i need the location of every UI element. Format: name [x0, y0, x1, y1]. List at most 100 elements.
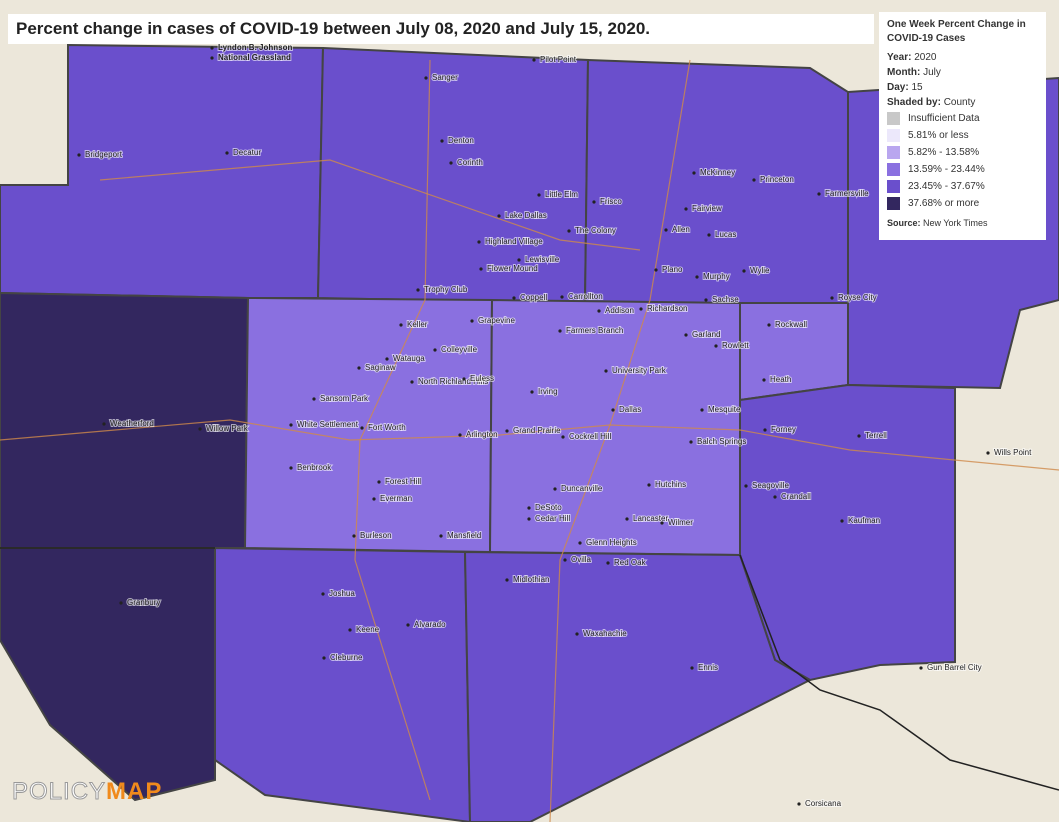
place-dot — [660, 521, 664, 525]
place-dot — [517, 258, 521, 262]
place-label: Cedar Hill — [535, 514, 570, 523]
brand-part: POLICY — [11, 778, 107, 806]
place-dot — [919, 666, 923, 670]
legend-item: 5.81% or less — [887, 127, 1038, 144]
place-dot — [225, 151, 229, 155]
place-label: Highland Village — [485, 237, 543, 246]
road — [99, 159, 641, 251]
place-dot — [592, 200, 596, 204]
county — [583, 58, 849, 304]
place-dot — [817, 192, 821, 196]
county — [0, 43, 325, 299]
place-label: McKinney — [700, 168, 735, 177]
place-dot — [321, 592, 325, 596]
place-label: North Richland Hills — [418, 377, 488, 386]
place-label: Coppell — [520, 293, 547, 302]
place-dot — [767, 323, 771, 327]
place-label: Princeton — [760, 175, 794, 184]
place-dot — [210, 56, 214, 60]
place-dot — [470, 319, 474, 323]
legend-swatch — [887, 163, 900, 176]
place-dot — [410, 380, 414, 384]
legend-items: Insufficient Data 5.81% or less 5.82% - 13… — [887, 110, 1038, 212]
legend-swatch — [887, 197, 900, 210]
value: New York Times — [923, 218, 988, 228]
place-label: Grand Prairie — [513, 426, 561, 435]
place-dot — [704, 298, 708, 302]
place-label: Decatur — [233, 148, 261, 157]
place-dot — [433, 348, 437, 352]
place-dot — [567, 229, 571, 233]
place-label: Irving — [538, 387, 558, 396]
place-dot — [553, 487, 557, 491]
place-label: Willow Park — [206, 424, 249, 433]
place-label: Wills Point — [994, 448, 1032, 457]
legend-label: 23.45% - 37.67% — [908, 181, 985, 192]
county — [316, 46, 590, 305]
place-label: Lake Dallas — [505, 211, 547, 220]
place-dot — [385, 357, 389, 361]
road — [549, 59, 691, 822]
place-label: Heath — [770, 375, 791, 384]
place-dot — [744, 484, 748, 488]
place-label: Addison — [605, 306, 634, 315]
place-dot — [458, 433, 462, 437]
place-dot — [198, 427, 202, 431]
place-dot — [606, 561, 610, 565]
place-dot — [762, 378, 766, 382]
place-dot — [399, 323, 403, 327]
place-label: Lyndon B. Johnson — [218, 43, 292, 52]
place-label: Grapevine — [478, 316, 515, 325]
place-label: Midlothian — [513, 575, 549, 584]
label: Source: — [887, 218, 921, 228]
place-dot — [611, 408, 615, 412]
place-dot — [424, 76, 428, 80]
place-label: Flower Mound — [487, 264, 538, 273]
place-label: Forest Hill — [385, 477, 421, 486]
place-dot — [416, 288, 420, 292]
place-dot — [477, 240, 481, 244]
place-label: Red Oak — [614, 558, 647, 567]
place-dot — [857, 434, 861, 438]
place-label: Lucas — [715, 230, 736, 239]
legend-item: Insufficient Data — [887, 110, 1038, 127]
place-label: The Colony — [575, 226, 616, 235]
place-dot — [322, 656, 326, 660]
place-label: Keller — [407, 320, 428, 329]
place-label: Euless — [470, 374, 494, 383]
place-label: Carrollton — [568, 292, 603, 301]
place-label: Dallas — [619, 405, 641, 414]
place-dot — [684, 333, 688, 337]
place-dot — [527, 517, 531, 521]
label: Day: — [887, 82, 909, 93]
place-dot — [690, 666, 694, 670]
place-label: Everman — [380, 494, 412, 503]
place-dot — [360, 426, 364, 430]
place-dot — [639, 307, 643, 311]
place-dot — [742, 269, 746, 273]
place-label: Allen — [672, 225, 690, 234]
place-dot — [119, 601, 123, 605]
place-dot — [575, 632, 579, 636]
place-dot — [625, 517, 629, 521]
road — [354, 59, 431, 801]
county — [0, 547, 216, 802]
place-dot — [439, 534, 443, 538]
place-label: Hutchins — [655, 480, 686, 489]
place-label: Little Elm — [545, 190, 578, 199]
place-label: Cockrell Hill — [569, 432, 611, 441]
legend: One Week Percent Change in COVID-19 Case… — [879, 12, 1046, 240]
place-label: Corsicana — [805, 799, 842, 808]
place-label: Forney — [771, 425, 796, 434]
place-dot — [348, 628, 352, 632]
place-label: Benbrook — [297, 463, 332, 472]
place-dot — [289, 423, 293, 427]
place-label: Bridgeport — [85, 150, 123, 159]
place-label: Farmers Branch — [566, 326, 623, 335]
place-label: Waxahachie — [583, 629, 627, 638]
value: July — [923, 67, 941, 78]
legend-row: Month: July — [887, 65, 1038, 80]
legend-swatch — [887, 146, 900, 159]
place-dot — [102, 422, 106, 426]
